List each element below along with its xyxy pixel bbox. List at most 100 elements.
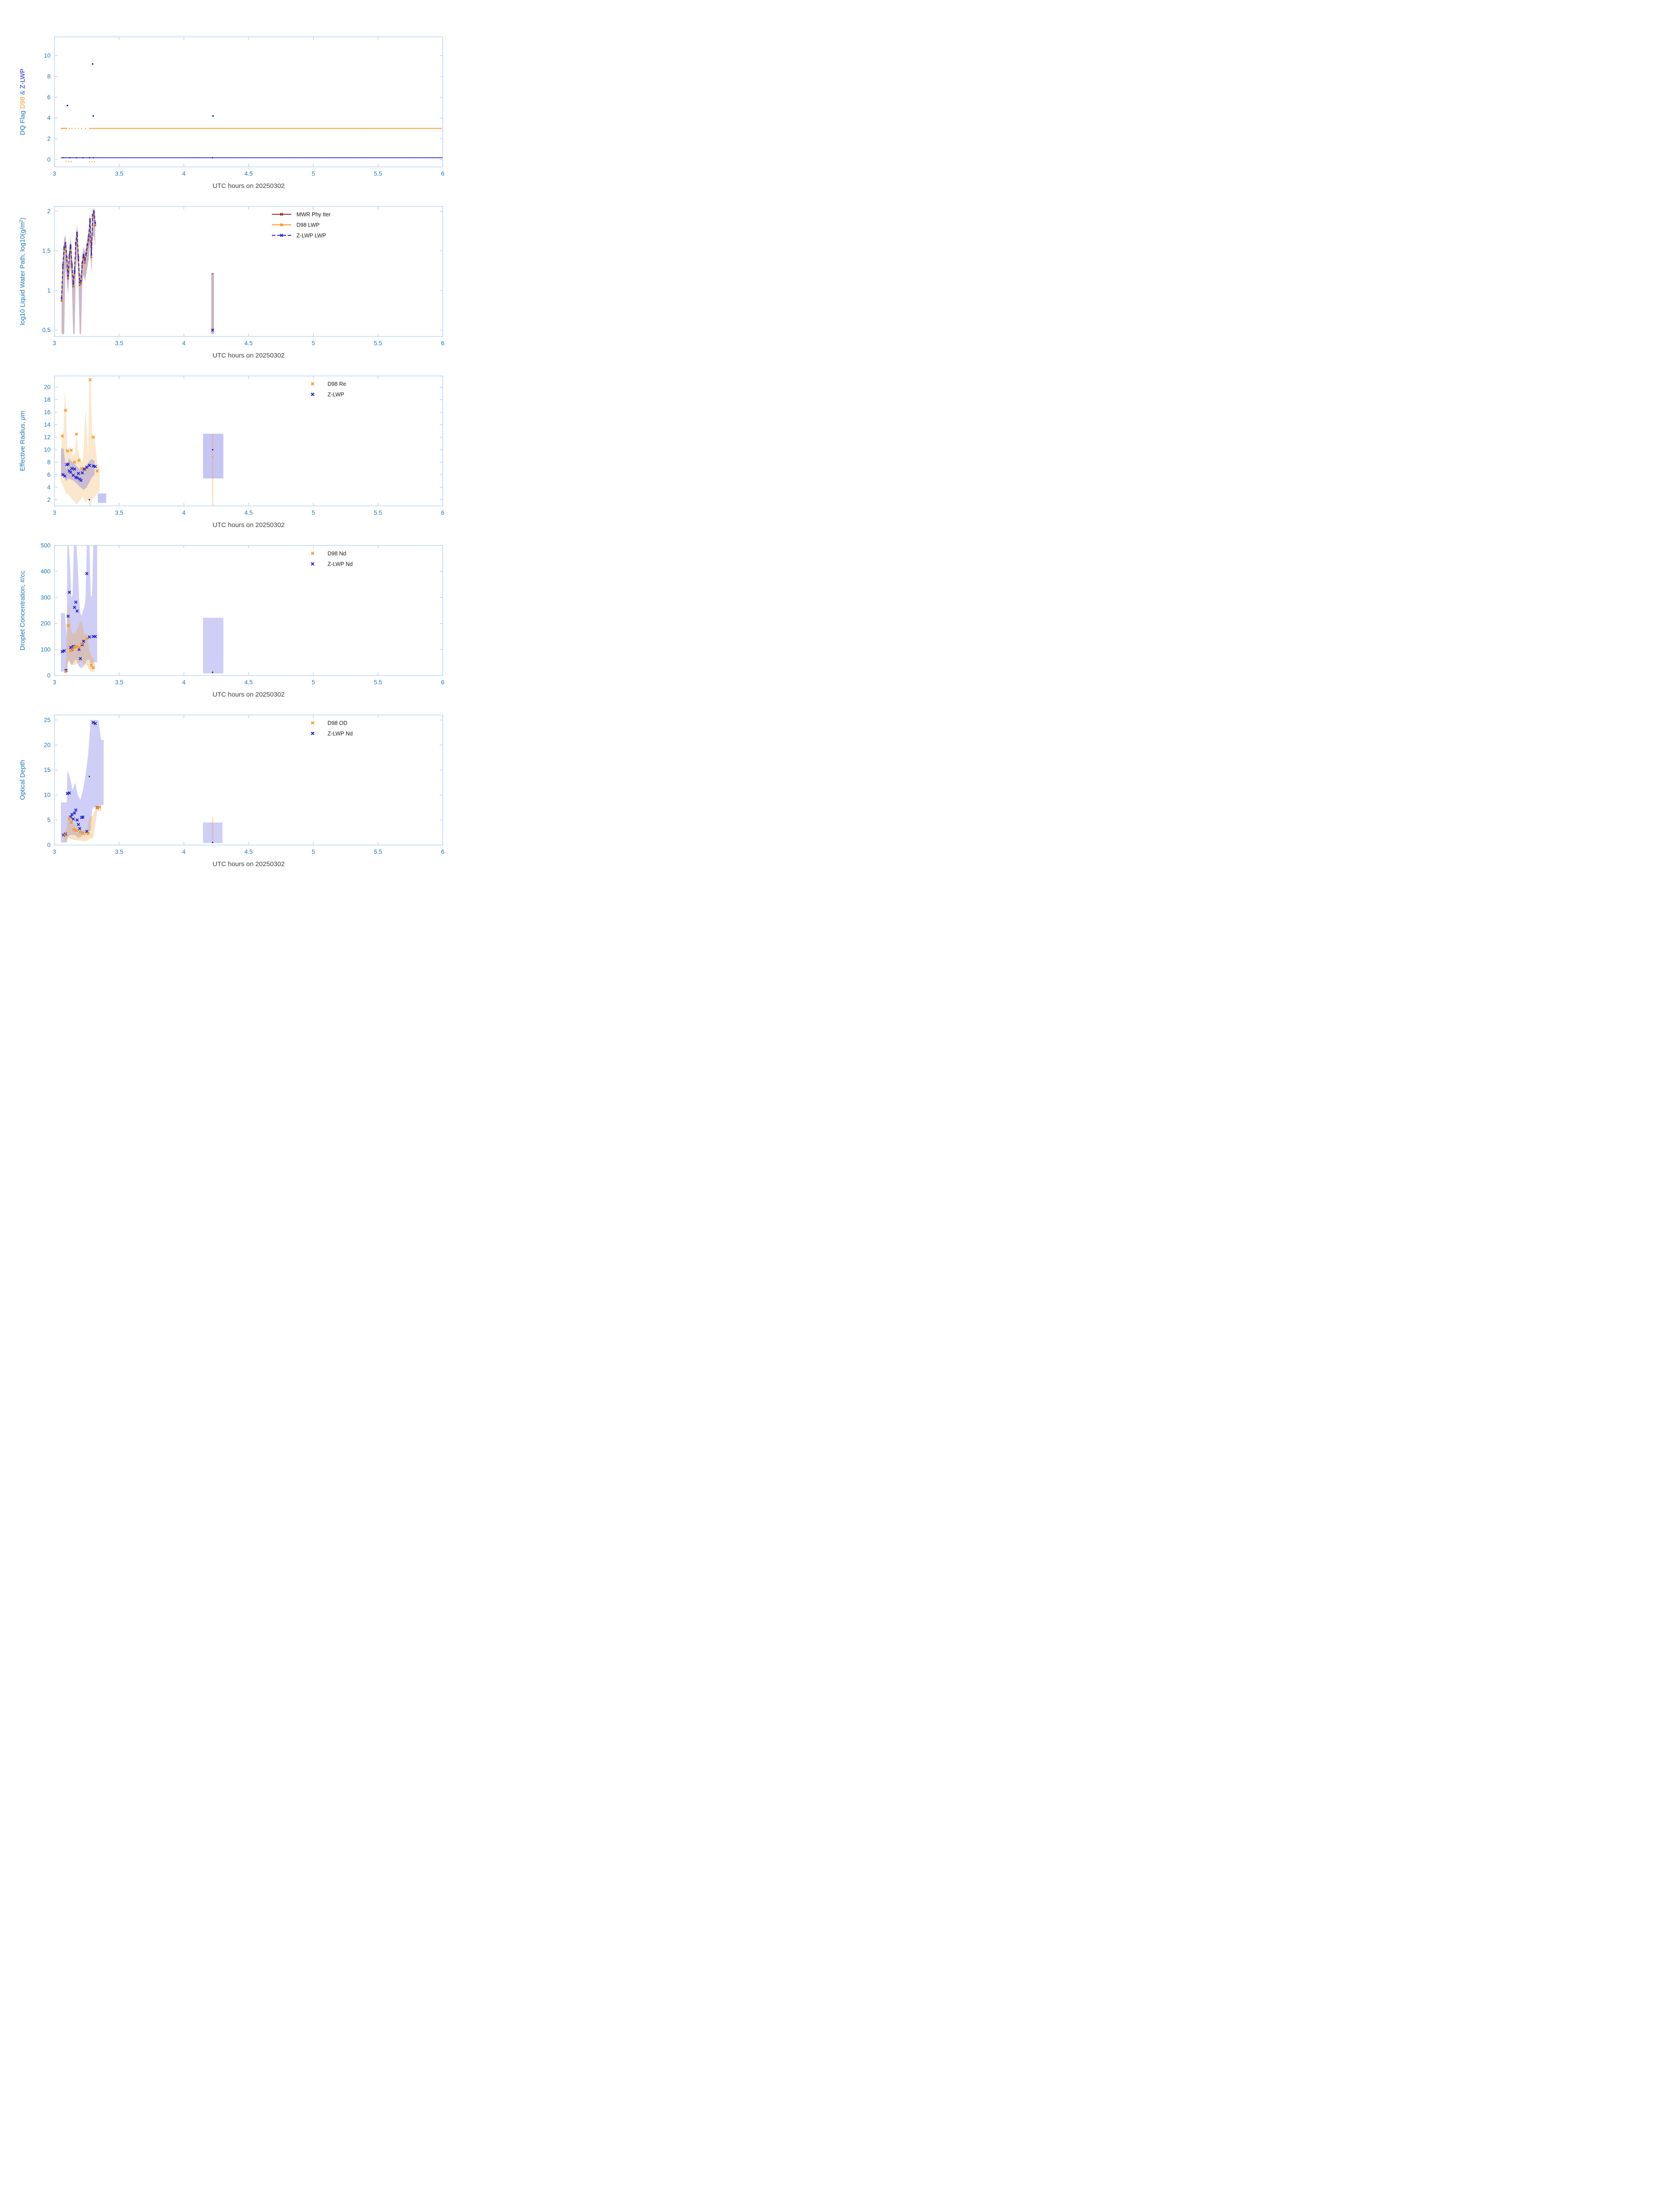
flag-dot — [199, 128, 200, 129]
flag-dot — [298, 128, 299, 129]
y-axis-label: Droplet Concentration, #/cc — [19, 571, 26, 650]
flag-dot — [358, 128, 360, 129]
y-tick-label: 20 — [44, 384, 51, 390]
x-marker — [72, 811, 76, 815]
flag-dot — [434, 128, 436, 129]
flag-dot — [164, 157, 166, 159]
flag-dot — [250, 128, 252, 129]
flag-dot — [181, 157, 183, 159]
flag-dot — [191, 157, 193, 159]
x-marker — [69, 821, 73, 824]
x-tick-label: 6 — [441, 679, 444, 686]
y-tick-label: 6 — [47, 94, 51, 101]
flag-dot — [184, 128, 186, 129]
flag-dot — [314, 157, 316, 159]
flag-dot — [114, 128, 116, 129]
x-marker — [79, 830, 82, 834]
flag-dot — [260, 157, 261, 159]
flag-dot — [351, 128, 353, 129]
x-marker — [69, 470, 72, 474]
flag-dot — [215, 128, 217, 129]
flag-dot — [441, 157, 443, 159]
flag-dot — [240, 157, 242, 159]
flag-dot — [214, 128, 216, 129]
x-marker — [64, 242, 67, 244]
flag-dot — [392, 128, 394, 129]
x-tick-label: 3 — [53, 340, 56, 347]
data-dot — [89, 499, 90, 501]
flag-dot — [165, 157, 166, 159]
flag-dot — [263, 157, 264, 159]
flag-dot — [377, 157, 379, 159]
flag-dot — [369, 128, 371, 129]
x-marker — [94, 465, 97, 469]
flag-dot — [420, 157, 422, 159]
flag-dot — [331, 128, 332, 129]
flag-dot — [93, 128, 94, 129]
flag-dot — [74, 157, 75, 159]
flag-dot — [365, 157, 367, 159]
flag-dot — [319, 157, 321, 159]
x-tick-label: 4.5 — [245, 679, 253, 686]
x-marker — [85, 466, 89, 469]
flag-dot — [370, 157, 371, 159]
flag-dot — [202, 157, 204, 159]
flag-dot — [358, 157, 359, 159]
flag-dot — [241, 128, 242, 129]
flag-dot — [390, 157, 392, 159]
flag-dot — [244, 157, 246, 159]
flag-dot — [228, 157, 229, 159]
x-marker — [311, 562, 314, 566]
x-marker — [81, 263, 83, 266]
flag-dot — [320, 157, 322, 159]
flag-dot — [191, 128, 192, 129]
flag-dot — [182, 128, 184, 129]
flag-dot — [292, 157, 293, 159]
y-tick-label: 5 — [47, 817, 51, 824]
x-marker — [280, 234, 283, 237]
flag-dot — [126, 157, 128, 159]
x-marker — [76, 231, 78, 234]
flag-dot — [328, 157, 329, 159]
flag-dot — [293, 128, 295, 129]
x-tick-label: 3.5 — [115, 509, 123, 516]
x-marker — [89, 218, 91, 220]
x-marker — [65, 257, 68, 260]
data-dot — [85, 128, 86, 129]
flag-dot — [290, 128, 292, 129]
y-tick-label: 16 — [44, 409, 51, 415]
flag-dot — [315, 128, 317, 129]
flag-dot — [380, 128, 382, 129]
x-marker — [75, 432, 78, 436]
y-tick-label: 400 — [40, 568, 51, 575]
flag-dot — [185, 128, 187, 129]
y-tick-label: 0 — [47, 672, 51, 679]
flag-dot — [95, 128, 97, 129]
legend: D98 Nd Z-LWP Nd — [311, 550, 353, 567]
flag-dot — [155, 128, 156, 129]
x-marker — [74, 808, 78, 812]
flag-dot — [254, 128, 255, 129]
flag-dot — [97, 157, 98, 159]
x-marker — [83, 261, 86, 263]
flag-dot — [61, 128, 63, 129]
flag-dot — [373, 157, 375, 159]
flag-dot — [296, 157, 297, 159]
x-marker — [85, 830, 89, 833]
flag-dot — [419, 128, 420, 129]
flag-dot — [371, 157, 372, 159]
x-marker — [78, 827, 82, 831]
flag-dot — [75, 157, 76, 159]
flag-dot — [275, 128, 276, 129]
flag-dot — [98, 157, 99, 159]
flag-dot — [204, 128, 206, 129]
flag-dot — [104, 157, 105, 159]
flag-dot — [237, 128, 238, 129]
flag-dot — [172, 157, 173, 159]
flag-dot — [176, 128, 177, 129]
flag-dot — [354, 157, 356, 159]
x-marker — [72, 646, 76, 649]
flag-dot — [342, 128, 343, 129]
flag-dot — [268, 128, 270, 129]
flag-dot — [361, 128, 363, 129]
